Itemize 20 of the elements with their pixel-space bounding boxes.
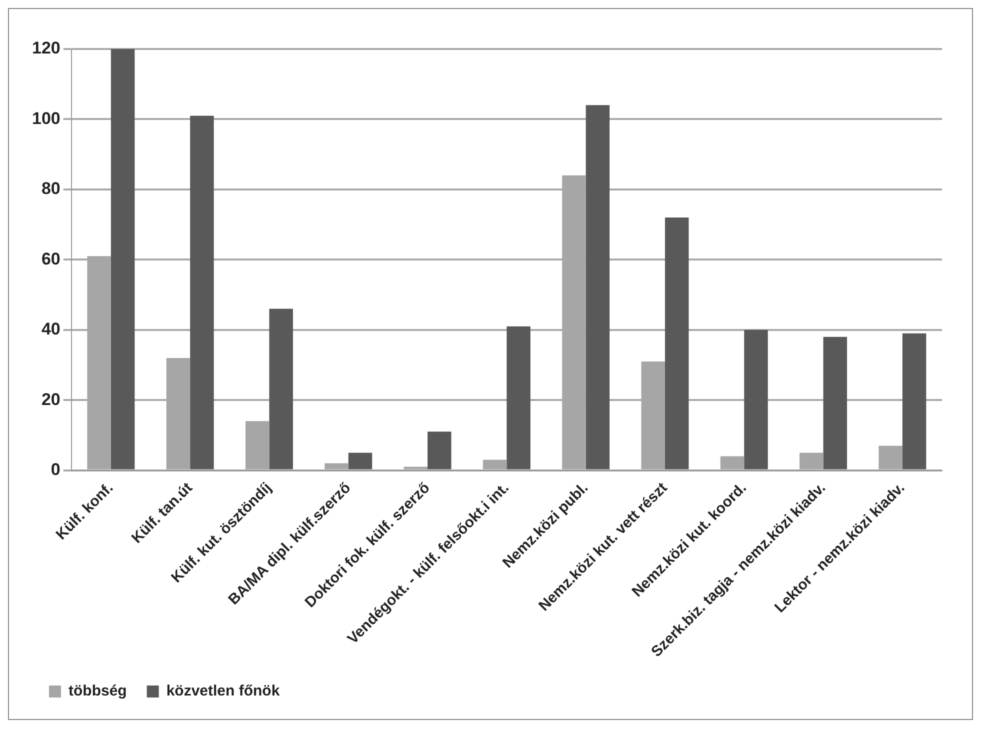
legend-label: közvetlen főnök	[166, 682, 280, 700]
y-tick-label: 120	[32, 38, 60, 58]
bar	[110, 49, 135, 470]
bar	[586, 105, 610, 470]
y-tick-label: 100	[32, 108, 60, 128]
bar	[664, 218, 689, 470]
y-tick-label: 60	[41, 249, 60, 268]
bar	[506, 326, 530, 470]
legend-label: többség	[68, 682, 127, 700]
y-tick-label: 0	[50, 460, 60, 479]
bar	[823, 336, 848, 470]
y-tick-label: 80	[41, 179, 60, 198]
bar	[190, 116, 214, 470]
y-tick-label: 20	[41, 390, 60, 409]
bar	[744, 330, 768, 470]
bar	[269, 308, 293, 470]
bar	[348, 452, 372, 470]
bar	[902, 333, 926, 470]
y-tick-label: 40	[41, 320, 60, 339]
bar	[428, 432, 452, 470]
